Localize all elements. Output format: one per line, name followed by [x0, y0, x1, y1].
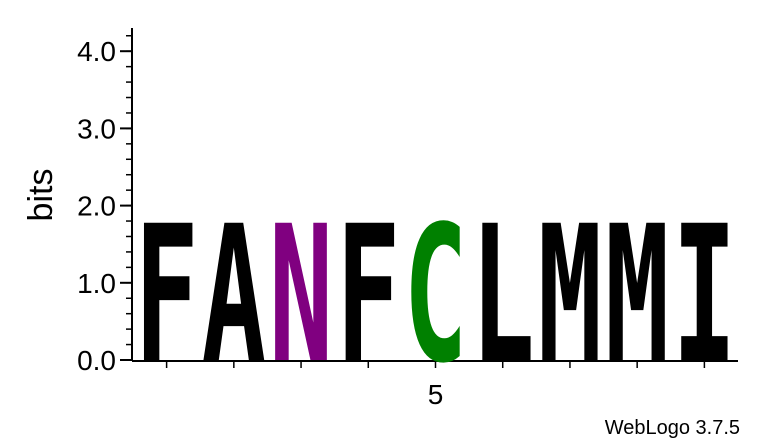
- logo-letter-m: M: [538, 187, 602, 406]
- y-tick-label: 0.0: [77, 345, 116, 376]
- logo-letter-f: F: [135, 187, 199, 406]
- x-axis: 5: [132, 360, 738, 410]
- logo-letter-f: F: [336, 187, 400, 406]
- y-axis-title: bits: [22, 169, 60, 222]
- logo-letter-m: M: [605, 187, 669, 406]
- logo-letter-i: I: [672, 187, 736, 406]
- y-tick-label: 1.0: [77, 268, 116, 299]
- weblogo-credit: WebLogo 3.7.5: [605, 417, 740, 439]
- logo-letter-n: N: [269, 187, 333, 406]
- y-tick-label: 2.0: [77, 191, 116, 222]
- y-tick-label: 4.0: [77, 36, 116, 67]
- x-tick-label: 5: [428, 379, 444, 410]
- logo-letter-c: C: [403, 187, 467, 406]
- y-axis: 0.0 1.0 2.0 3.0 4.0: [77, 28, 133, 376]
- y-tick-label: 3.0: [77, 113, 116, 144]
- logo-letter-l: L: [471, 187, 535, 406]
- logo-letter-a: A: [202, 187, 266, 406]
